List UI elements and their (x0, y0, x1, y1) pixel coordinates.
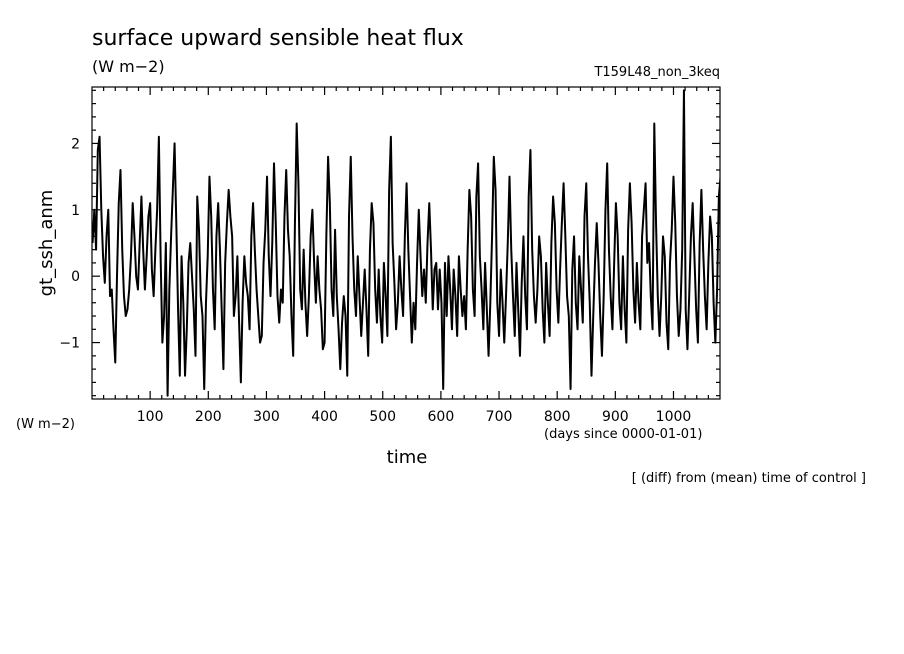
x-tick-label: 900 (602, 409, 629, 425)
x-tick-label: 100 (137, 409, 164, 425)
y-tick-label: 2 (71, 136, 80, 152)
x-tick-label: 200 (195, 409, 222, 425)
tick-labels: 100 200 300 400 500 600 700 800 900 1000 −1 0 1 2 (59, 136, 691, 425)
x-tick-label: 400 (311, 409, 338, 425)
y-tick-label: 1 (71, 203, 80, 219)
series-line (92, 89, 720, 397)
chart-title: surface upward sensible heat flux (92, 26, 464, 51)
y-tick-label: 0 (71, 269, 80, 285)
y-tick-label: −1 (59, 336, 80, 352)
footnote: [ (diff) from (mean) time of control ] (632, 471, 866, 486)
x-tick-label: 700 (486, 409, 513, 425)
x-tick-label: 1000 (656, 409, 692, 425)
x-tick-label: 500 (369, 409, 396, 425)
y-axis-label: gt_ssh_anm (36, 190, 57, 297)
x-tick-label: 600 (428, 409, 455, 425)
x-tick-label: 300 (253, 409, 280, 425)
experiment-label: T159L48_non_3keq (593, 65, 720, 80)
x-axis-label: time (387, 447, 428, 468)
y-units-label: (W m−2) (16, 417, 75, 432)
x-units-label: (days since 0000-01-01) (544, 427, 702, 442)
units-subtitle: (W m−2) (92, 57, 165, 76)
x-tick-label: 800 (544, 409, 571, 425)
